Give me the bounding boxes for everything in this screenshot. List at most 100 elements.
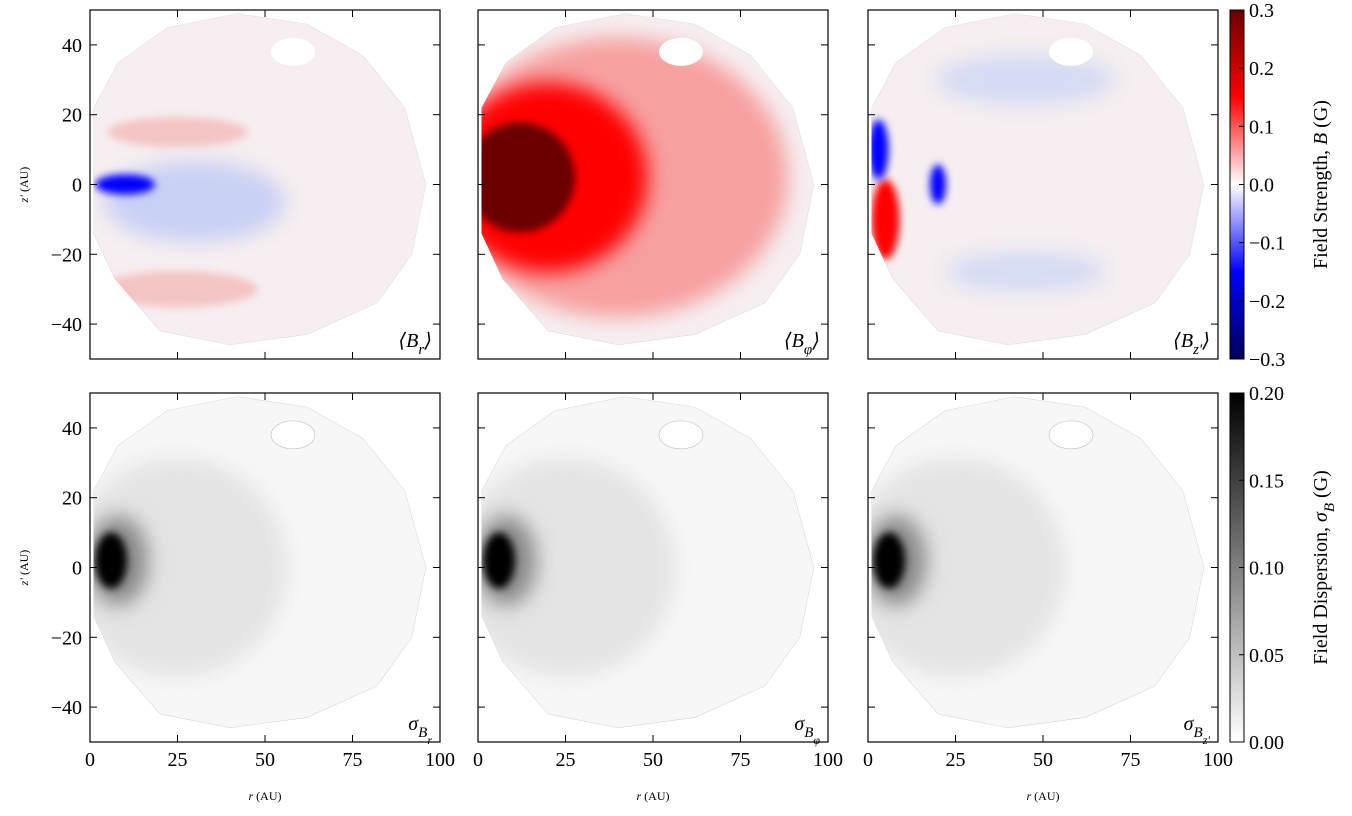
y-tick-label: 0 (72, 175, 82, 197)
x-tick-label: 75 (1121, 749, 1141, 771)
colorbar-tick-label: 0.05 (1249, 645, 1284, 667)
panel: ⟨Bz′⟩ (867, 9, 1219, 360)
heat-hole (659, 37, 703, 66)
colorbar-tick-label: 0.00 (1249, 732, 1284, 754)
y-tick-label: 40 (62, 35, 82, 57)
text-part: ⟨B (398, 330, 418, 352)
x-axis-label: r (AU) (249, 789, 282, 803)
panel-label: ⟨Bz′⟩ (1173, 330, 1210, 358)
heat-blob (871, 179, 900, 260)
text-part: z′ (17, 195, 31, 204)
x-tick-label: 75 (731, 749, 751, 771)
colorbar-tick-label: 0.3 (1249, 0, 1274, 22)
heat-blob (871, 457, 1066, 678)
heat-blob (95, 174, 155, 195)
text-part: ⟩ (423, 330, 432, 352)
panel: ⟨Bφ⟩ (477, 9, 829, 360)
text-part: B (1310, 133, 1332, 145)
x-tick-label: 0 (473, 749, 483, 771)
panel-label: σBφ (794, 713, 820, 747)
colorbar-tick-label: 0.0 (1249, 175, 1274, 197)
y-tick-label: −40 (51, 314, 82, 336)
heat-blob (105, 161, 285, 242)
x-tick-label: 25 (556, 749, 576, 771)
text-part: φ (813, 733, 820, 747)
x-tick-label: 25 (946, 749, 966, 771)
heat-hole (270, 420, 316, 450)
text-part: B (1194, 725, 1203, 741)
x-tick-label: 50 (255, 749, 275, 771)
x-tick-label: 25 (168, 749, 188, 771)
text-part: ⟩ (1201, 330, 1210, 352)
colorbar-tick-label: −0.3 (1249, 349, 1285, 371)
x-tick-label: 50 (1033, 749, 1053, 771)
x-axis-label: r (AU) (1027, 789, 1060, 803)
colorbar-label: Field Strength, B (G) (1310, 100, 1332, 269)
text-part: B (418, 725, 427, 741)
text-part: (AU) (1031, 789, 1059, 803)
text-part: ⟨B (1173, 330, 1193, 352)
heatmap-image (871, 396, 1204, 729)
panel-label: σBr (408, 713, 432, 747)
x-tick-label: 100 (1203, 749, 1233, 771)
heatmap-image (871, 13, 1204, 346)
heatmap-image (93, 13, 426, 346)
text-part: (AU) (17, 550, 31, 578)
y-tick-label: 20 (62, 488, 82, 510)
text-part: z′ (17, 578, 31, 587)
text-part: σ (1310, 511, 1332, 522)
heat-blob (945, 251, 1106, 292)
y-axis-label: z′ (AU) (17, 167, 31, 204)
text-part: r (427, 733, 432, 747)
text-part: z′ (1192, 342, 1203, 358)
y-axis-label: z′ (AU) (17, 550, 31, 587)
x-tick-label: 0 (863, 749, 873, 771)
colorbar-tick-label: 0.1 (1249, 116, 1274, 138)
text-part: Field Dispersion, (1310, 522, 1332, 665)
text-part: σ (1184, 713, 1195, 735)
text-part: φ (804, 342, 812, 358)
text-part: Field Strength, (1310, 145, 1332, 269)
panel-label: σBz′ (1184, 713, 1211, 747)
colorbar-tick-label: 0.10 (1249, 558, 1284, 580)
heat-blob (873, 532, 905, 589)
text-part: σ (794, 713, 805, 735)
text-part: ⟨B (784, 330, 804, 352)
heat-blob (93, 457, 288, 678)
heat-blob (871, 119, 889, 180)
colorbar-tick-label: 0.2 (1249, 58, 1274, 80)
panel: −40 −20 0 20 40 ⟨Br⟩ z′ (AU) (17, 9, 441, 360)
text-part: r (637, 789, 642, 803)
x-tick-label: 100 (813, 749, 843, 771)
heatmap-image (481, 13, 814, 346)
heatmap-image (481, 396, 814, 729)
text-part: σ (408, 713, 419, 735)
text-part: ⟩ (811, 330, 820, 352)
x-axis-label: r (AU) (637, 789, 670, 803)
y-tick-label: 20 (62, 105, 82, 127)
text-part: (AU) (17, 167, 31, 195)
text-part: B (1322, 503, 1338, 512)
text-part: (AU) (253, 789, 281, 803)
y-tick-label: −20 (51, 244, 82, 266)
x-tick-label: 75 (343, 749, 363, 771)
heat-hole (1048, 420, 1094, 450)
x-tick-label: 0 (85, 749, 95, 771)
y-tick-label: 40 (62, 418, 82, 440)
heat-blob (481, 457, 676, 678)
panel-label: ⟨Bφ⟩ (784, 330, 820, 358)
text-part: (AU) (641, 789, 669, 803)
colorbar-label: Field Dispersion, σB (G) (1310, 470, 1338, 665)
heat-hole (1049, 37, 1093, 66)
colorbar-tick-label: 0.20 (1249, 383, 1284, 405)
text-part: r (1027, 789, 1032, 803)
colorbar-tick-label: 0.15 (1249, 470, 1284, 492)
heat-blob (97, 271, 258, 308)
heat-hole (658, 420, 704, 450)
text-part: z′ (1202, 733, 1211, 747)
heat-blob (107, 117, 248, 148)
heat-blob (930, 164, 946, 205)
